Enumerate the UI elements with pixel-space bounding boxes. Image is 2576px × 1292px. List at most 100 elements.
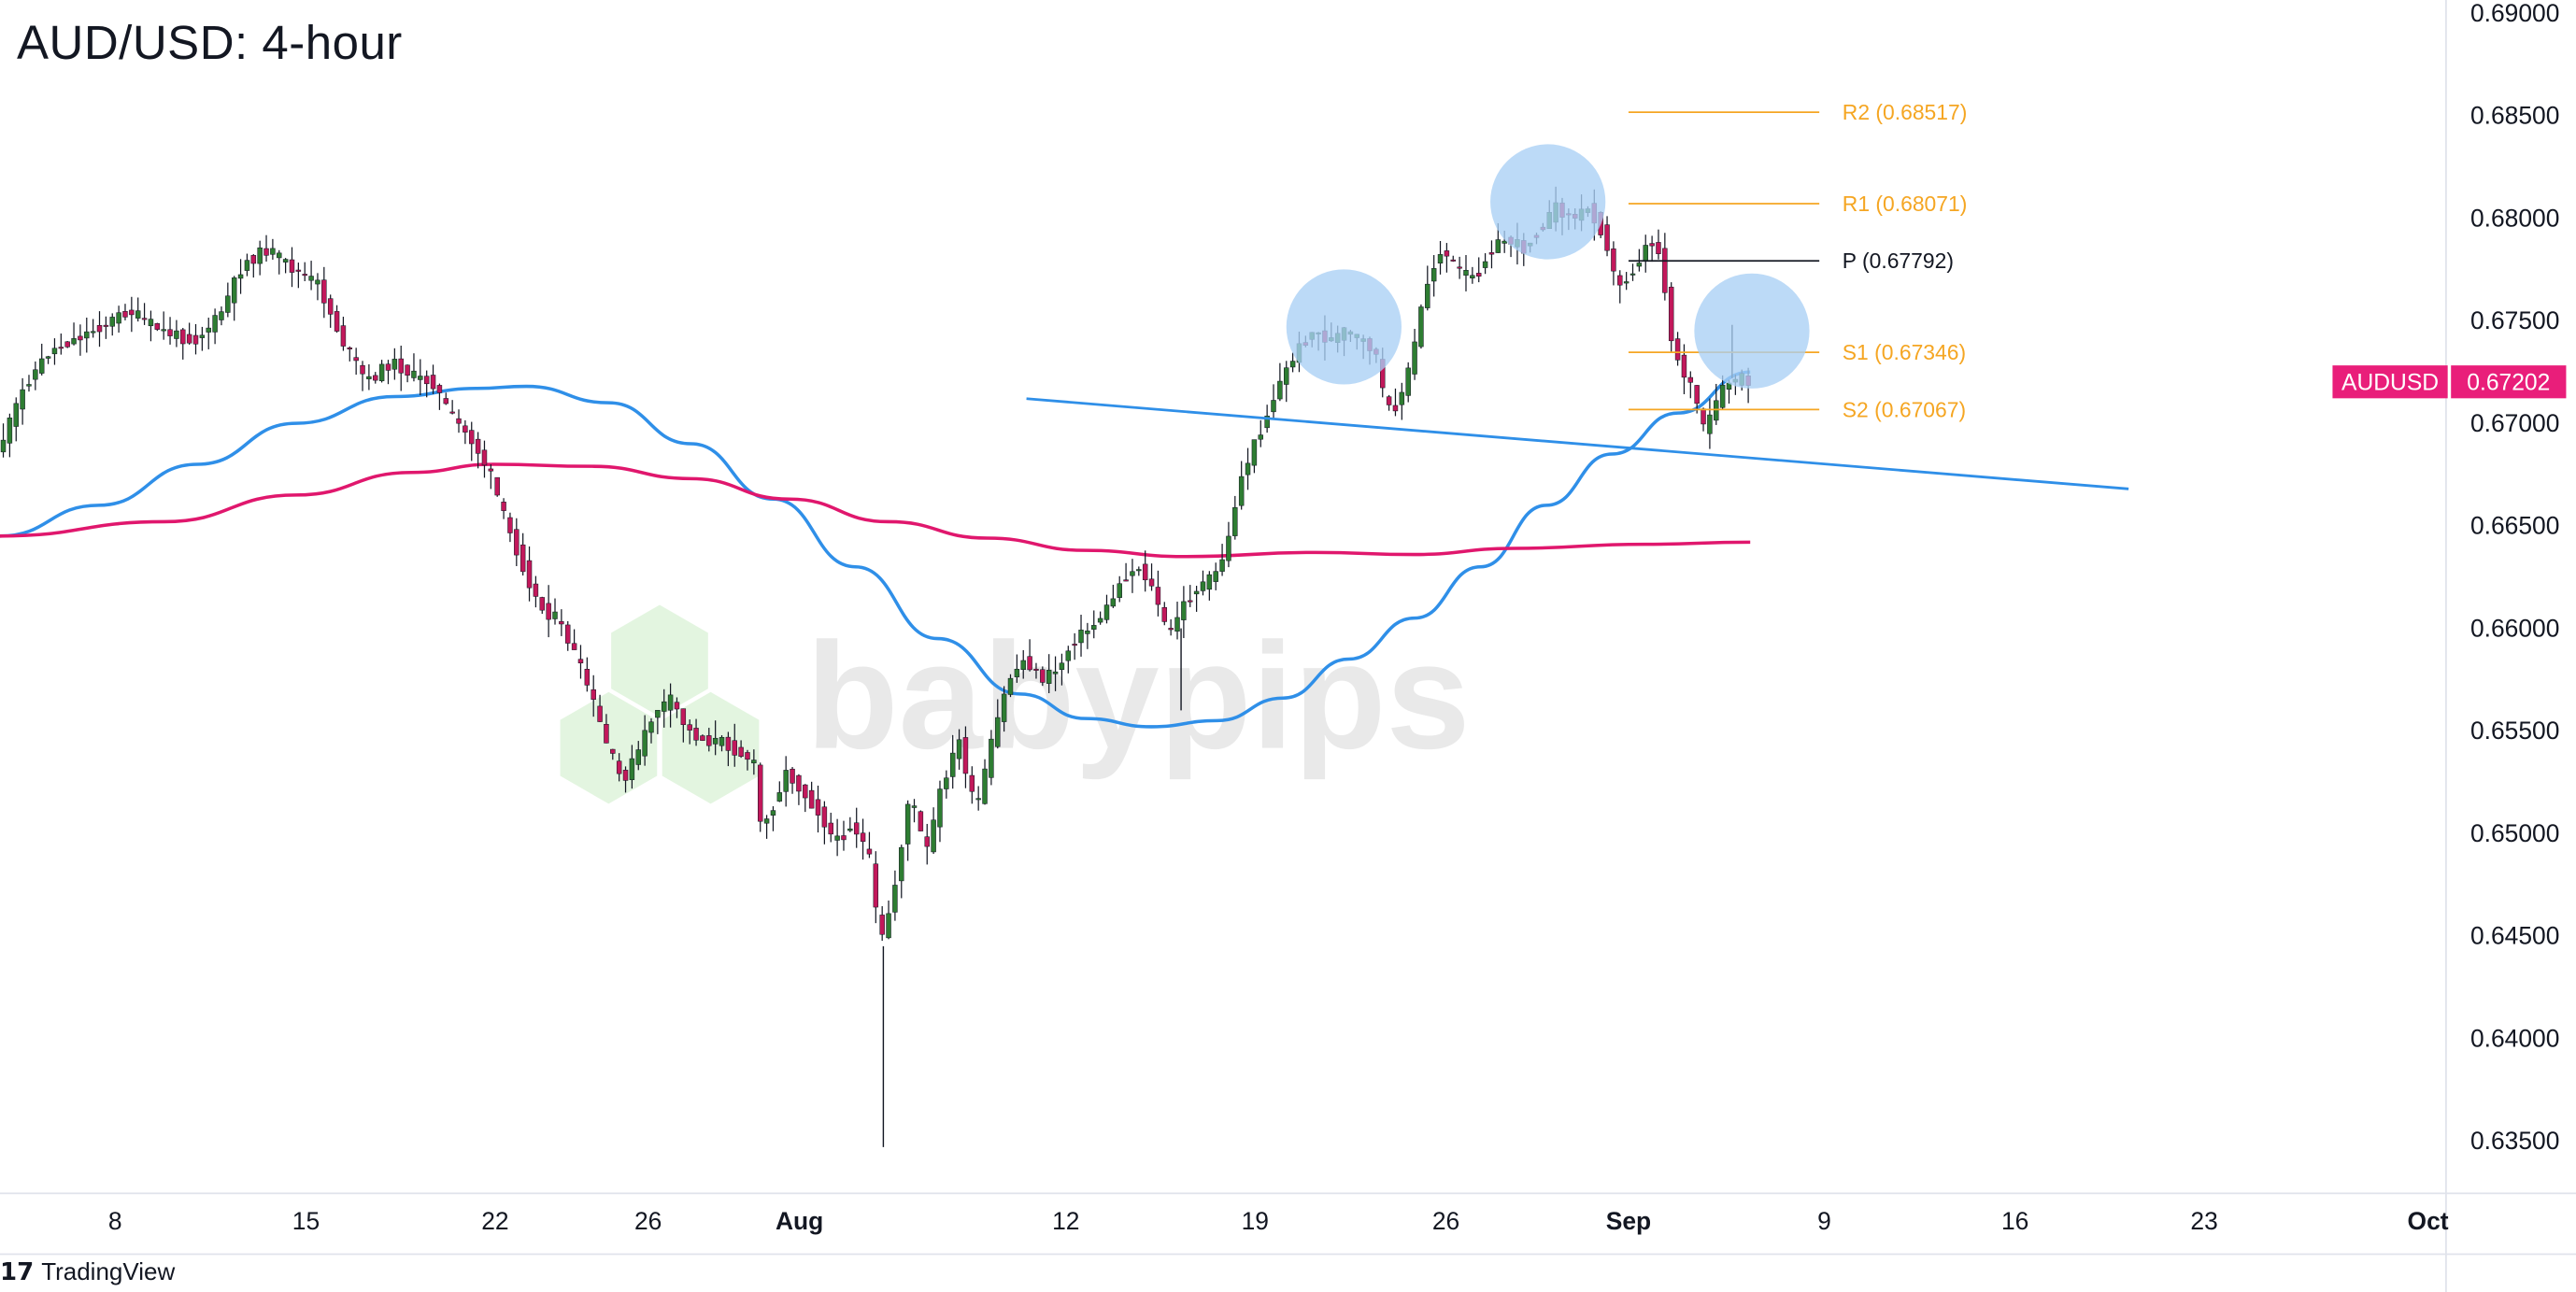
candle-bullish [1200,581,1206,591]
candle-bullish [995,717,1001,747]
candle-bullish [1226,535,1231,561]
candle-bearish [815,799,821,816]
candle-bullish [944,777,949,789]
pivot-label-support: S2 (0.67067) [1843,397,1966,421]
candle-bullish [315,279,320,285]
candle-bearish [693,728,699,741]
candle-bullish [84,331,90,339]
time-tick-label: 19 [1242,1207,1269,1235]
candle-bullish [661,701,667,712]
candle-bullish [135,310,141,319]
candle-bullish [904,803,911,845]
candle-bullish [1232,507,1238,536]
candle-bullish [648,721,654,733]
candle-bearish [597,705,603,722]
candle-bullish [51,348,58,355]
candle-bearish [533,583,539,597]
candle-bullish [1707,414,1713,434]
candle-bullish [270,248,276,255]
price-axis: 0.69000 0.68500 0.68000 0.67500 0.67000 0.665… [2470,0,2559,1155]
price-tick-label: 0.63500 [2470,1127,2559,1155]
time-tick-label: 23 [2190,1207,2217,1235]
platform-name: TradingView [41,1257,176,1285]
candle-bearish [64,341,70,348]
candle-bullish [719,736,725,746]
candle-bearish [192,334,199,345]
candle-bearish [353,357,359,362]
pivot-label-resistance: R2 (0.68517) [1843,100,1968,124]
candle-bearish [790,768,795,784]
candle-bullish [1405,367,1411,396]
candle-bullish [1418,306,1424,348]
candle-bullish [1219,559,1225,572]
candle-bearish [680,708,687,725]
candle-bearish [469,430,475,445]
candle-bearish [423,376,430,385]
watermark: babypips [560,604,1471,804]
candle-bearish [841,835,847,841]
candle-bullish [1719,384,1726,408]
candle-bullish [847,828,853,831]
pivot-label-resistance: R1 (0.68071) [1843,192,1968,216]
candle-bullish [148,319,154,327]
candle-bullish [783,770,789,792]
candle-bearish [456,418,462,424]
candle-bearish [340,325,347,347]
candle-bearish [1475,273,1482,277]
candle-bearish [186,334,192,344]
candle-bullish [629,758,635,780]
candle-bullish [552,611,558,619]
candle-bullish [1007,677,1014,695]
candle-bullish [931,819,936,853]
candle-bearish [1450,259,1456,262]
candle-bullish [1136,569,1142,572]
candle-bearish [1123,579,1129,582]
price-tick-label: 0.67500 [2470,306,2559,334]
candle-bearish [289,259,295,273]
candle-bearish [879,915,885,935]
fast-ma-line [0,370,1751,729]
candle-bullish [1284,367,1289,385]
candle-bullish [892,885,898,913]
candle-bearish [129,309,135,316]
candle-bullish [13,403,19,427]
candle-bearish [674,702,680,710]
tradingview-logo-icon: 𝟭𝟳 [0,1257,35,1285]
candle-bearish [1033,668,1039,671]
candle-bullish [206,327,211,333]
watermark-text: babypips [806,612,1471,781]
price-tick-label: 0.65000 [2470,819,2559,847]
candle-bearish [488,468,494,472]
candle-bearish [154,323,161,330]
time-tick-label: 16 [2001,1207,2028,1235]
candle-bullish [655,709,661,718]
tradingview-brand[interactable]: 𝟭𝟳 TradingView [0,1257,175,1286]
candle-bearish [1142,563,1148,581]
candle-bullish [33,369,38,380]
candle-bullish [237,274,244,279]
candle-bullish [1245,462,1251,476]
time-tick-label: Oct [2408,1207,2449,1235]
candle-bearish [449,411,455,414]
candle-bearish [1072,644,1077,646]
candle-bearish [327,298,334,315]
candle-bullish [1130,571,1135,576]
symbol-badge-text: AUDUSD [2341,371,2439,396]
candle-bullish [712,737,719,745]
watermark-hex-icon [611,604,708,717]
price-tick-label: 0.68500 [2470,102,2559,130]
candle-bearish [1611,248,1616,272]
candle-bullish [776,792,783,802]
candle-bullish [366,376,372,379]
candle-bearish [1649,243,1655,247]
candle-bearish [494,476,500,496]
pattern-highlights [1286,144,1810,389]
candle-bearish [1168,628,1174,631]
candle-bullish [71,338,77,345]
candle-bullish [1636,263,1643,267]
candle-bullish [1271,400,1276,413]
candle-bearish [808,789,815,809]
highlight-circle-left-shoulder [1286,269,1402,385]
